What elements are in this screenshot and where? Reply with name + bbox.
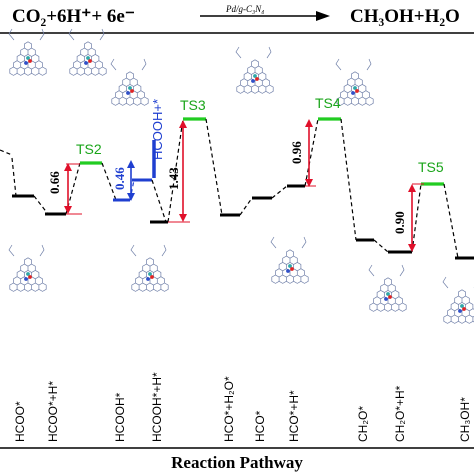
barrier-values: 0.66 0.46 1.43 0.96 0.90 (47, 141, 407, 234)
energy-levels (0, 117, 474, 260)
adsorption-structures (8, 28, 474, 324)
species-label: HCOOH*+H* (150, 372, 164, 442)
species-labels: HCOO* HCOO*+H* HCOOH* HCOOH*+H* HCO*+H₂O… (13, 372, 472, 442)
structure-inset (68, 28, 107, 76)
barrier-value-ts3: 1.43 (166, 167, 181, 190)
species-label: HCOO* (13, 401, 27, 442)
structure-inset (8, 28, 47, 76)
barrier-arrows (64, 119, 424, 252)
barrier-value-ts4: 0.96 (289, 141, 304, 164)
structure-inset (368, 264, 407, 312)
reactants-text: CO₂+6H⁺+ 6e⁻ (12, 6, 135, 27)
species-label: CH₂O*+H* (393, 385, 407, 442)
x-axis-title: Reaction Pathway (171, 453, 303, 472)
barrier-value-ts2: 0.66 (47, 171, 62, 194)
ts2-label: TS2 (76, 141, 102, 157)
species-label: HCOO*+H* (46, 381, 60, 442)
products-text: CH₃OH+H₂O (350, 6, 460, 27)
species-label: HCO*+H* (287, 390, 301, 442)
structure-inset (442, 276, 474, 324)
barrier-value-hcooh: 0.46 (112, 167, 127, 190)
ts4-label: TS4 (315, 95, 341, 111)
ts-labels: TS2 TS3 TS4 TS5 (76, 95, 444, 175)
catalyst-text: Pd/g-C₃N₄ (225, 4, 264, 14)
species-label: HCO*+H₂O* (222, 376, 236, 442)
ts5-label: TS5 (418, 159, 444, 175)
reaction-arrow-head (316, 11, 330, 21)
ts3-label: TS3 (180, 97, 206, 113)
species-label: CH₃OH* (458, 397, 472, 442)
structure-inset (270, 236, 309, 284)
structure-inset (335, 58, 374, 106)
species-label: HCOOH* (113, 392, 127, 442)
structure-inset (130, 244, 169, 292)
hcooh-free-label: HCOOH+* (150, 99, 165, 160)
structure-inset (235, 46, 274, 94)
structure-inset (110, 58, 149, 106)
structure-inset (8, 244, 47, 292)
barrier-value-ts5: 0.90 (392, 211, 407, 234)
reaction-equation: CO₂+6H⁺+ 6e⁻ Pd/g-C₃N₄ CH₃OH+H₂O (12, 4, 460, 27)
species-label: HCO* (253, 410, 267, 442)
species-label: CH₂O* (356, 406, 370, 442)
